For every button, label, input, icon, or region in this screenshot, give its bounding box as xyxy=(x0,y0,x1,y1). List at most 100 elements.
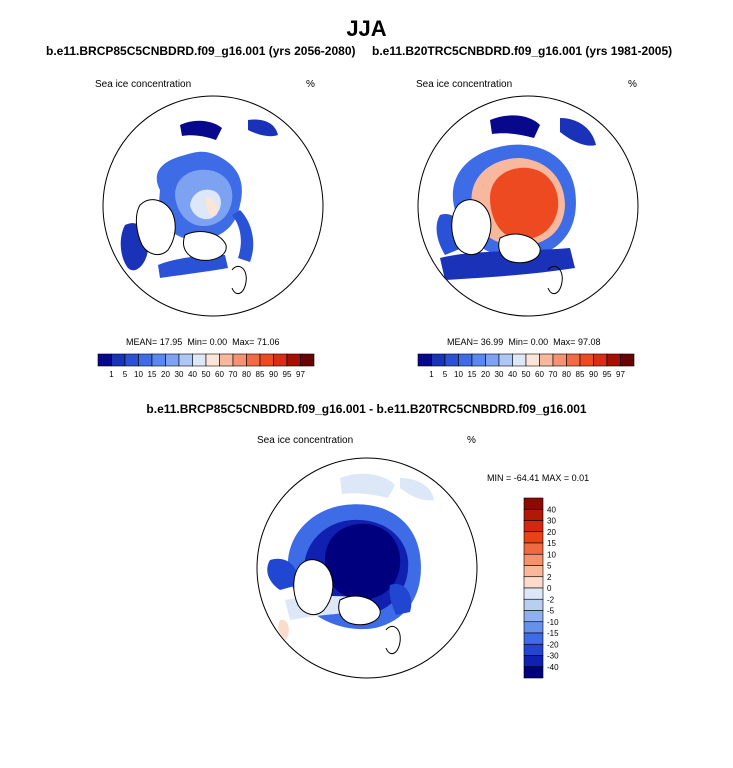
left-colorbar-tick-label: 30 xyxy=(175,370,184,379)
left-colorbar-swatch xyxy=(205,353,220,367)
left-colorbar-tick-label: 40 xyxy=(188,370,197,379)
diff-core xyxy=(325,523,401,600)
left-map-border xyxy=(102,95,324,317)
right-map xyxy=(418,96,638,316)
diff-colorbar-swatch xyxy=(523,655,544,668)
diff-colorbar-tick-label: -15 xyxy=(547,629,559,638)
diff-colorbar-tick-label: -30 xyxy=(547,652,559,661)
left-stats: MEAN= 17.95 Min= 0.00 Max= 71.06 xyxy=(126,337,279,347)
left-colorbar-swatch xyxy=(232,353,247,367)
right-variable-label: Sea ice concentration xyxy=(416,79,513,90)
diff-colorbar-swatch xyxy=(523,553,544,566)
diff-colorbar-tick-label: -20 xyxy=(547,640,559,649)
diff-max-label: MAX = xyxy=(541,473,570,483)
diff-max: 0.01 xyxy=(571,473,590,483)
diff-west-ice xyxy=(267,558,299,590)
left-colorbar-swatch xyxy=(124,353,139,367)
left-colorbar-tick-label: 90 xyxy=(269,370,278,379)
left-colorbar-tick-label: 60 xyxy=(215,370,224,379)
right-land-scandinavia xyxy=(547,266,563,295)
left-colorbar-tick-label: 85 xyxy=(256,370,265,379)
left-colorbar-swatch xyxy=(178,353,193,367)
diff-stats: MIN = -64.41 MAX = 0.01 xyxy=(487,473,589,483)
left-colorbar-swatch xyxy=(151,353,166,367)
right-colorbar-tick-label: 90 xyxy=(589,370,598,379)
right-colorbar-tick-label: 30 xyxy=(495,370,504,379)
diff-colorbar-swatch xyxy=(523,621,544,634)
diff-land-scandinavia xyxy=(385,626,401,655)
left-land-greenland xyxy=(183,231,227,261)
left-min: 0.00 xyxy=(209,337,228,347)
diff-colorbar-swatch xyxy=(523,610,544,623)
right-land-greenland xyxy=(498,233,541,264)
left-colorbar-swatch xyxy=(246,353,261,367)
left-colorbar-swatch xyxy=(111,353,126,367)
diff-colorbar-tick-label: 2 xyxy=(547,573,552,582)
left-colorbar-tick-label: 10 xyxy=(134,370,143,379)
diff-colorbar-tick-label: -2 xyxy=(547,595,555,604)
diff-bering xyxy=(400,478,434,501)
diff-units: % xyxy=(467,435,476,446)
left-mean-label: MEAN= xyxy=(126,337,158,347)
right-colorbar-tick-label: 60 xyxy=(535,370,544,379)
left-colorbar-tick-label: 70 xyxy=(229,370,238,379)
right-colorbar-swatch xyxy=(566,353,581,367)
right-colorbar-swatch xyxy=(498,353,513,367)
right-colorbar-tick-label: 15 xyxy=(468,370,477,379)
left-max-label: Max= xyxy=(232,337,255,347)
right-colorbar-swatch xyxy=(552,353,567,367)
right-ice-bering xyxy=(560,118,596,146)
left-colorbar-swatch xyxy=(165,353,180,367)
left-units: % xyxy=(306,79,315,90)
left-colorbar-tick-label: 50 xyxy=(202,370,211,379)
right-case-title: b.e11.B20TRC5CNBDRD.f09_g16.001 (yrs 198… xyxy=(372,44,673,58)
diff-colorbar-tick-label: -5 xyxy=(547,607,555,616)
diff-colorbar-tick-label: -40 xyxy=(547,663,559,672)
left-colorbar-tick-label: 20 xyxy=(161,370,170,379)
left-colorbar-swatch xyxy=(97,353,112,367)
left-case-title: b.e11.BRCP85C5CNBDRD.f09_g16.001 (yrs 20… xyxy=(46,44,356,58)
left-colorbar-tick-label: 15 xyxy=(148,370,157,379)
left-colorbar-swatch xyxy=(286,353,301,367)
right-colorbar-swatch xyxy=(431,353,446,367)
left-colorbar-swatch xyxy=(138,353,153,367)
left-colorbar-swatch xyxy=(219,353,234,367)
left-colorbar-tick-label: 97 xyxy=(296,370,305,379)
left-colorbar-tick-label: 95 xyxy=(283,370,292,379)
right-colorbar-tick-label: 10 xyxy=(454,370,463,379)
diff-map xyxy=(257,458,477,678)
right-colorbar-tick-label: 97 xyxy=(616,370,625,379)
right-max: 97.08 xyxy=(577,337,601,347)
left-ice-east xyxy=(232,210,254,262)
diff-barents xyxy=(389,584,412,615)
diff-land-canada xyxy=(293,559,334,616)
right-colorbar-tick-label: 95 xyxy=(603,370,612,379)
right-colorbar-swatch xyxy=(593,353,608,367)
right-colorbar-tick-label: 20 xyxy=(481,370,490,379)
right-units: % xyxy=(628,79,637,90)
diff-colorbar-tick-label: -10 xyxy=(547,618,559,627)
left-land-canada xyxy=(135,199,176,256)
diff-colorbar-swatch xyxy=(523,632,544,645)
diff-colorbar-tick-label: 30 xyxy=(547,517,556,526)
diff-map-border xyxy=(256,457,478,679)
right-colorbar-swatch xyxy=(525,353,540,367)
diff-colorbar-swatch xyxy=(523,576,544,589)
left-ice-greenland xyxy=(205,197,218,217)
diff-colorbar-tick-label: 20 xyxy=(547,528,556,537)
right-ice-core xyxy=(490,167,559,240)
right-colorbar-tick-label: 85 xyxy=(576,370,585,379)
right-land-canada xyxy=(451,199,492,256)
diff-colorbar-swatch xyxy=(523,542,544,555)
left-min-label: Min= xyxy=(187,337,208,347)
diff-colorbar-swatch xyxy=(523,598,544,611)
right-colorbar: 1 5 10 15 20 30 40 50 60 70 80 85 90 95 97 xyxy=(417,353,635,379)
left-colorbar-swatch xyxy=(192,353,207,367)
left-colorbar: 1 5 10 15 20 30 40 50 60 70 80 85 90 95 97 xyxy=(97,353,315,379)
diff-colorbar-tick-label: 10 xyxy=(547,550,556,559)
left-colorbar-tick-label: 1 xyxy=(109,370,114,379)
right-min: 0.00 xyxy=(530,337,549,347)
diff-colorbar-tick-label: 40 xyxy=(547,505,556,514)
diff-colorbar-swatch xyxy=(523,497,544,510)
